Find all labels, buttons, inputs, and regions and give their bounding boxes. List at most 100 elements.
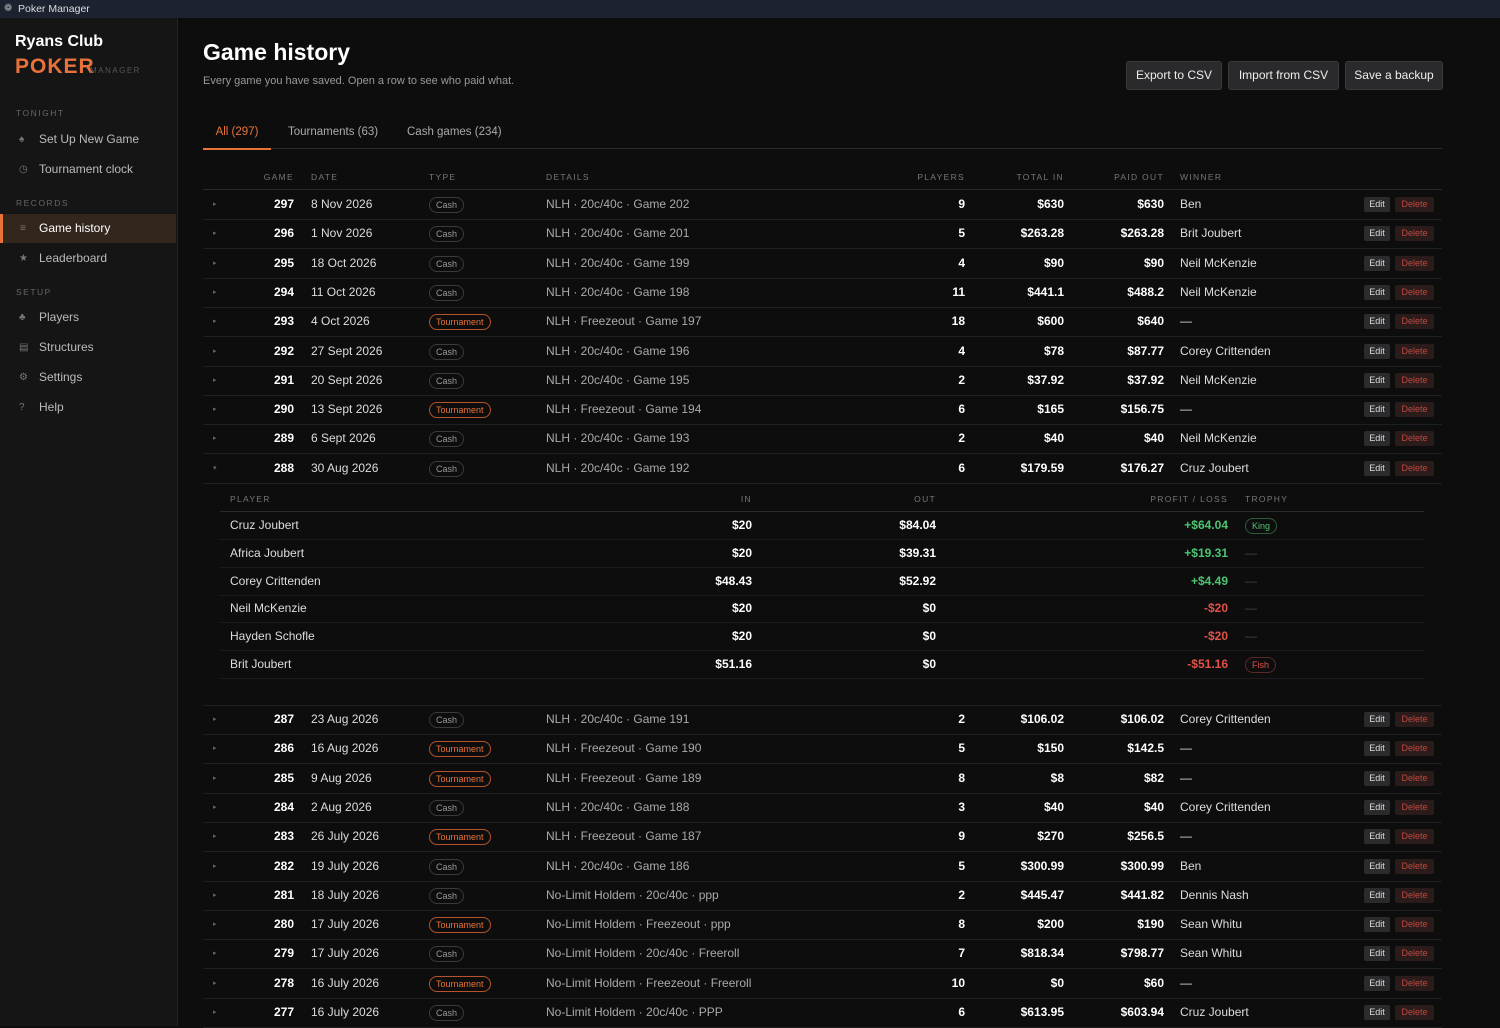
game-row[interactable]: ▸ 289 6 Sept 2026 Cash NLH · 20c/40c · Game … xyxy=(203,424,1442,455)
expand-caret[interactable]: ▸ xyxy=(213,979,217,987)
edit-button[interactable]: Edit xyxy=(1364,314,1390,330)
edit-button[interactable]: Edit xyxy=(1364,887,1390,903)
expand-caret[interactable]: ▸ xyxy=(213,745,217,753)
game-row[interactable]: ▸ 279 17 July 2026 Cash No-Limit Holdem · 20… xyxy=(203,939,1442,970)
edit-button[interactable]: Edit xyxy=(1364,917,1390,933)
delete-button[interactable]: Delete xyxy=(1395,402,1434,418)
delete-button[interactable]: Delete xyxy=(1395,226,1434,242)
delete-button[interactable]: Delete xyxy=(1395,946,1434,962)
expand-caret[interactable]: ▸ xyxy=(213,774,217,782)
export-button[interactable]: Export to CSV xyxy=(1126,61,1222,90)
nav-item[interactable]: ♠ Set Up New Game xyxy=(0,125,176,154)
edit-button[interactable]: Edit xyxy=(1364,226,1390,242)
game-row[interactable]: ▸ 293 4 Oct 2026 Tournament NLH · Freezeout … xyxy=(203,307,1442,338)
delete-button[interactable]: Delete xyxy=(1395,1005,1434,1020)
expand-caret[interactable]: ▸ xyxy=(213,288,217,296)
edit-button[interactable]: Edit xyxy=(1364,712,1390,727)
game-row[interactable]: ▸ 284 2 Aug 2026 Cash NLH · 20c/40c · Game 1… xyxy=(203,793,1442,823)
expand-caret[interactable]: ▸ xyxy=(213,376,217,384)
edit-button[interactable]: Edit xyxy=(1364,799,1390,815)
game-row[interactable]: ▸ 285 9 Aug 2026 Tournament NLH · Freezeout … xyxy=(203,764,1442,794)
nav-item[interactable]: ? Help xyxy=(0,393,176,422)
game-row[interactable]: ▸ 296 1 Nov 2026 Cash NLH · 20c/40c · Game 2… xyxy=(203,219,1442,250)
game-row[interactable]: ▸ 281 18 July 2026 Cash No-Limit Holdem · 20… xyxy=(203,881,1442,911)
expand-caret[interactable]: ▸ xyxy=(213,833,217,841)
edit-button[interactable]: Edit xyxy=(1364,255,1390,271)
edit-button[interactable]: Edit xyxy=(1364,975,1390,991)
edit-button[interactable]: Edit xyxy=(1364,402,1390,418)
game-row[interactable]: ▸ 283 26 July 2026 Tournament NLH · Freezeou… xyxy=(203,822,1442,853)
delete-button[interactable]: Delete xyxy=(1395,372,1434,388)
delete-button[interactable]: Delete xyxy=(1395,460,1434,476)
edit-button[interactable]: Edit xyxy=(1364,431,1390,447)
expand-caret[interactable]: ▸ xyxy=(213,950,217,958)
tab-active[interactable]: All (297) xyxy=(203,126,271,150)
expand-caret[interactable]: ▸ xyxy=(213,406,217,414)
delete-button[interactable]: Delete xyxy=(1395,975,1434,991)
nav-item[interactable]: ⚙ Settings xyxy=(0,363,176,392)
delete-button[interactable]: Delete xyxy=(1395,343,1434,359)
game-row[interactable]: ▸ 294 11 Oct 2026 Cash NLH · 20c/40c · Game … xyxy=(203,278,1442,308)
tab[interactable]: Cash games (234) xyxy=(407,126,502,138)
game-row[interactable]: ▸ 292 27 Sept 2026 Cash NLH · 20c/40c · Game… xyxy=(203,337,1442,367)
expand-caret[interactable]: ▾ xyxy=(213,464,217,472)
delete-button[interactable]: Delete xyxy=(1395,314,1434,330)
expand-caret[interactable]: ▸ xyxy=(213,230,217,238)
game-row[interactable]: ▸ 287 23 Aug 2026 Cash NLH · 20c/40c · Game … xyxy=(203,705,1442,735)
edit-button[interactable]: Edit xyxy=(1364,197,1390,212)
game-row[interactable]: ▸ 282 19 July 2026 Cash NLH · 20c/40c · Game… xyxy=(203,852,1442,882)
game-row[interactable]: ▸ 290 13 Sept 2026 Tournament NLH · Freezeou… xyxy=(203,395,1442,426)
nav-item-active[interactable]: ≡ Game history xyxy=(0,214,176,243)
expand-caret[interactable]: ▸ xyxy=(213,318,217,326)
edit-button[interactable]: Edit xyxy=(1364,460,1390,476)
import-button[interactable]: Import from CSV xyxy=(1228,61,1339,90)
delete-button[interactable]: Delete xyxy=(1395,858,1434,874)
edit-button[interactable]: Edit xyxy=(1364,372,1390,388)
nav-item[interactable]: ★ Leaderboard xyxy=(0,244,176,273)
delete-button[interactable]: Delete xyxy=(1395,284,1434,300)
game-row[interactable]: ▸ 277 16 July 2026 Cash No-Limit Holdem · 20… xyxy=(203,998,1442,1028)
tab[interactable]: Tournaments (63) xyxy=(288,126,379,138)
delete-button[interactable]: Delete xyxy=(1395,770,1434,786)
paid-out: $640 xyxy=(1137,314,1164,329)
game-row[interactable]: ▸ 295 18 Oct 2026 Cash NLH · 20c/40c · Game … xyxy=(203,249,1442,279)
expand-caret[interactable]: ▸ xyxy=(213,716,217,723)
game-row[interactable]: ▸ 286 16 Aug 2026 Tournament NLH · Freezeout… xyxy=(203,734,1442,765)
expand-caret[interactable]: ▸ xyxy=(213,803,217,811)
delete-button[interactable]: Delete xyxy=(1395,741,1434,757)
delete-button[interactable]: Delete xyxy=(1395,712,1434,727)
delete-button[interactable]: Delete xyxy=(1395,255,1434,271)
delete-button[interactable]: Delete xyxy=(1395,799,1434,815)
game-row[interactable]: ▸ 280 17 July 2026 Tournament No-Limit Holde… xyxy=(203,910,1442,941)
backup-button[interactable]: Save a backup xyxy=(1345,61,1443,90)
nav-item[interactable]: ◷ Tournament clock xyxy=(0,155,176,184)
game-row[interactable]: ▸ 297 8 Nov 2026 Cash NLH · 20c/40c · Game 2… xyxy=(203,190,1442,220)
delete-button[interactable]: Delete xyxy=(1395,917,1434,933)
expand-caret[interactable]: ▸ xyxy=(213,201,217,208)
expand-caret[interactable]: ▸ xyxy=(213,1009,217,1016)
expand-caret[interactable]: ▸ xyxy=(213,435,217,443)
edit-button[interactable]: Edit xyxy=(1364,829,1390,845)
game-row[interactable]: ▸ 291 20 Sept 2026 Cash NLH · 20c/40c · Game… xyxy=(203,366,1442,396)
nav-item[interactable]: ♣ Players xyxy=(0,303,176,332)
delete-button[interactable]: Delete xyxy=(1395,887,1434,903)
expand-caret[interactable]: ▸ xyxy=(213,259,217,267)
edit-button[interactable]: Edit xyxy=(1364,1005,1390,1020)
edit-button[interactable]: Edit xyxy=(1364,770,1390,786)
edit-button[interactable]: Edit xyxy=(1364,858,1390,874)
delete-button[interactable]: Delete xyxy=(1395,431,1434,447)
edit-button[interactable]: Edit xyxy=(1364,284,1390,300)
expand-caret[interactable]: ▸ xyxy=(213,862,217,870)
delete-button[interactable]: Delete xyxy=(1395,197,1434,212)
expand-caret[interactable]: ▸ xyxy=(213,347,217,355)
delete-button[interactable]: Delete xyxy=(1395,829,1434,845)
edit-button[interactable]: Edit xyxy=(1364,343,1390,359)
edit-button[interactable]: Edit xyxy=(1364,946,1390,962)
game-row[interactable]: ▾ 288 30 Aug 2026 Cash NLH · 20c/40c · Game … xyxy=(203,454,1442,484)
expand-caret[interactable]: ▸ xyxy=(213,891,217,899)
paid-out: $630 xyxy=(1137,197,1164,211)
game-row[interactable]: ▸ 278 16 July 2026 Tournament No-Limit Holde… xyxy=(203,969,1442,999)
edit-button[interactable]: Edit xyxy=(1364,741,1390,757)
expand-caret[interactable]: ▸ xyxy=(213,921,217,929)
nav-item[interactable]: ▤ Structures xyxy=(0,333,176,362)
